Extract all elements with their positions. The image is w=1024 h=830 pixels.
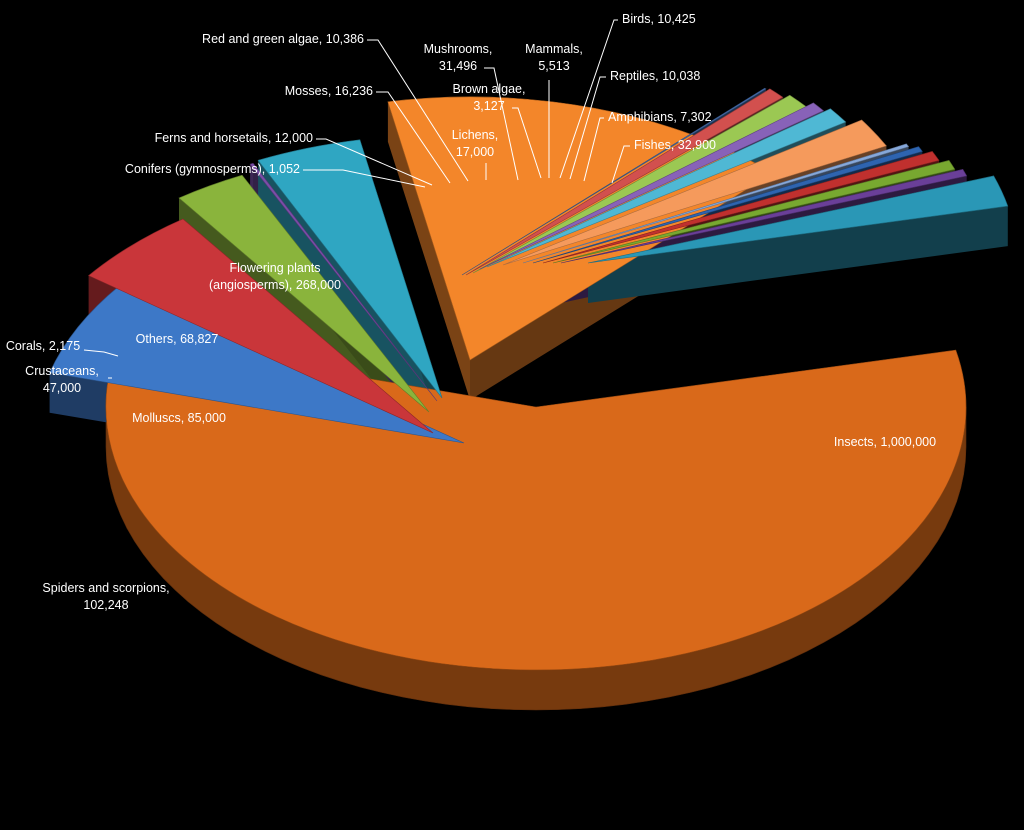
data-label: Insects, 1,000,000 xyxy=(834,435,936,449)
leader-line xyxy=(484,67,519,181)
leader-line xyxy=(559,19,618,179)
slice-molluscs xyxy=(88,218,434,434)
leader-line xyxy=(512,107,542,179)
slice-tops xyxy=(49,87,1009,671)
data-label: Mushrooms, 31,496 xyxy=(424,42,493,73)
leader-line xyxy=(367,39,469,182)
slice-others xyxy=(257,139,443,399)
leader-line xyxy=(303,169,426,188)
data-label: Brown algae, 3,127 xyxy=(453,82,526,113)
leader-line xyxy=(611,145,630,184)
data-label: Red and green algae, 10,386 xyxy=(202,32,364,46)
data-label: Ferns and horsetails, 12,000 xyxy=(155,131,313,145)
slice-wall xyxy=(588,206,1008,303)
slice-brown-algae xyxy=(522,143,910,264)
data-label: Corals, 2,175 xyxy=(6,339,80,353)
data-label: Flowering plants (angiosperms), 268,000 xyxy=(209,261,341,292)
slice-fishes xyxy=(587,175,1009,264)
leader-line xyxy=(569,76,606,180)
slice-mammals xyxy=(532,146,923,264)
data-label: Fishes, 32,900 xyxy=(634,138,716,152)
data-label: Birds, 10,425 xyxy=(622,12,696,26)
slice-crustaceans xyxy=(178,174,430,413)
slice-amphibians xyxy=(560,168,968,264)
slice-mushrooms xyxy=(502,119,887,266)
leader-line xyxy=(316,138,433,186)
slice-red-and-green-algae xyxy=(479,102,824,270)
slice-wall xyxy=(387,101,470,401)
data-label: Amphibians, 7,302 xyxy=(608,110,712,124)
slice-reptiles xyxy=(552,160,956,264)
slice-birds xyxy=(542,151,940,264)
data-label: Conifers (gymnosperms), 1,052 xyxy=(125,162,300,176)
data-label: Mosses, 16,236 xyxy=(285,84,373,98)
data-label: Reptiles, 10,038 xyxy=(610,69,700,83)
slice-lichens xyxy=(486,108,847,268)
data-labels: Insects, 1,000,000 Spiders and scorpions,… xyxy=(6,12,936,612)
data-label: Lichens, 17,000 xyxy=(452,128,499,159)
leader-line xyxy=(376,91,451,184)
slice-insects xyxy=(105,336,967,671)
data-label: Others, 68,827 xyxy=(136,332,219,346)
slice-conifers-gymnosperms- xyxy=(461,87,767,276)
slice-ferns-and-horsetails xyxy=(465,88,784,276)
data-label: Mammals, 5,513 xyxy=(525,42,583,73)
leader-line xyxy=(583,117,604,182)
data-label: Crustaceans, 47,000 xyxy=(25,364,99,395)
slice-corals xyxy=(249,162,438,402)
data-label: Molluscs, 85,000 xyxy=(132,411,226,425)
leader-line xyxy=(83,349,119,357)
data-label: Spiders and scorpions, 102,248 xyxy=(42,581,169,612)
